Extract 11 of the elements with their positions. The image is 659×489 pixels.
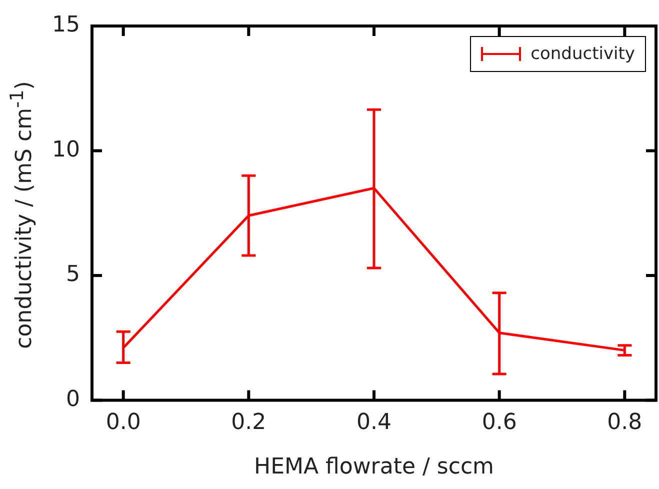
- y-tick-label: 0: [66, 386, 80, 412]
- y-tick-label: 5: [66, 262, 80, 288]
- x-tick-label: 0.6: [482, 410, 517, 436]
- x-axis-title: HEMA flowrate / sccm: [254, 454, 494, 480]
- legend-label: conductivity: [530, 44, 635, 64]
- y-tick-label: 10: [52, 137, 80, 162]
- x-tick-label: 0.4: [356, 410, 392, 436]
- x-tick-label: 0.8: [607, 410, 642, 436]
- x-tick-label: 0.0: [106, 410, 141, 436]
- y-tick-label: 15: [52, 12, 80, 38]
- x-tick-label: 0.2: [231, 410, 266, 436]
